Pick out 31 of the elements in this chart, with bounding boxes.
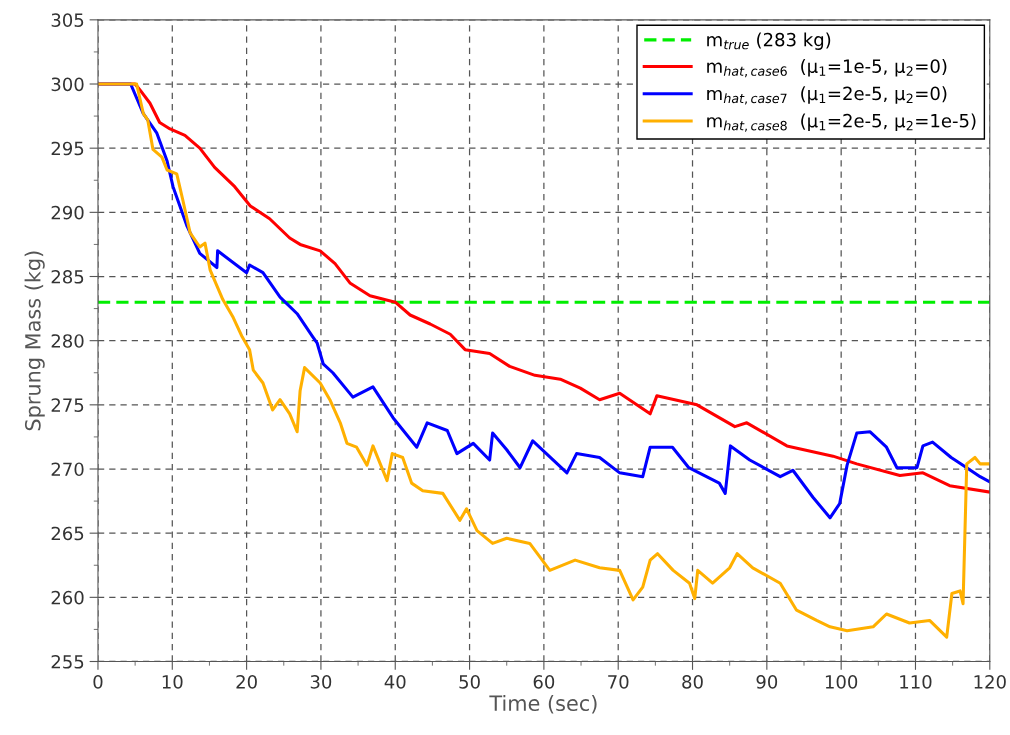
x-axis-title: Time (sec) [489, 694, 597, 714]
y-tick-label: 275 [51, 398, 84, 412]
line-series [97, 82, 990, 639]
legend-label: m$_{true}$ (283 kg) [707, 32, 831, 50]
x-tick-label: 80 [682, 675, 703, 689]
legend-label: m$_{hat,case7}$ (μ$_{1}$=2e-5, μ$_{2}$=0) [707, 86, 947, 105]
legend-label: m$_{hat,case8}$ (μ$_{1}$=2e-5, μ$_{2}$=1e-5) [707, 113, 976, 132]
x-tick-label: 40 [384, 675, 406, 689]
x-tick-label: 50 [459, 675, 480, 689]
y-tick-label: 285 [51, 269, 84, 284]
x-tick-label: 70 [608, 675, 629, 689]
y-axis-title: Sprung Mass (kg) [24, 251, 45, 431]
x-tick-label: 110 [900, 675, 932, 689]
x-tick-label: 120 [974, 675, 1006, 689]
x-tick-label: 30 [310, 675, 332, 689]
y-tick-label: 295 [51, 141, 84, 156]
y-tick-label: 260 [51, 590, 84, 605]
legend-label: m$_{hat,case6}$ (μ$_{1}$=1e-5, μ$_{2}$=0) [707, 59, 947, 78]
y-tick-label: 305 [51, 13, 84, 27]
x-tick-label: 60 [533, 675, 555, 689]
x-tick-label: 10 [162, 675, 183, 689]
y-tick-label: 280 [51, 334, 84, 348]
y-tick-label: 270 [51, 462, 84, 477]
y-tick-label: 265 [51, 526, 84, 541]
x-tick-label: 20 [236, 675, 257, 689]
y-tick-label: 255 [51, 654, 84, 669]
x-tick-label: 100 [825, 675, 858, 689]
x-tick-label: 90 [756, 675, 778, 689]
x-tick-label: 0 [93, 675, 103, 689]
y-tick-label: 300 [51, 77, 84, 92]
y-tick-label: 290 [51, 205, 84, 220]
